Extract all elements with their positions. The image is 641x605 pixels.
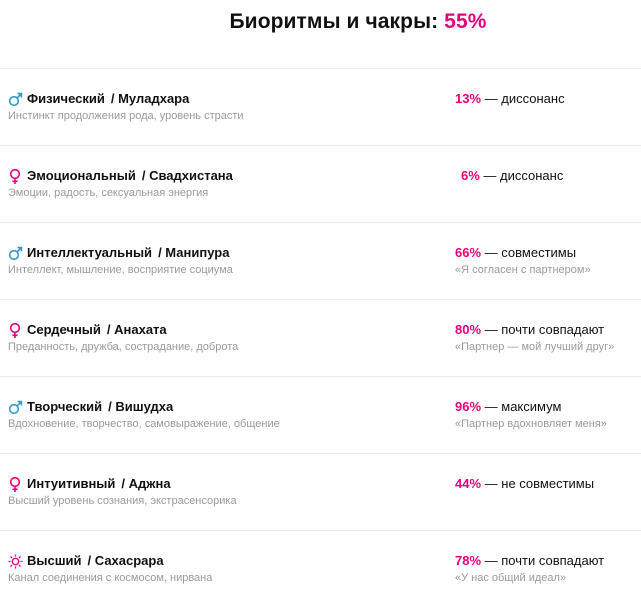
biorhythm-row-physical: Физический / Муладхара Инстинкт продолжен… [0, 68, 641, 145]
biorhythm-name-text: Физический [27, 91, 105, 106]
chakra-name: / Свадхистана [141, 168, 233, 183]
compatibility-percent: 44% [455, 476, 482, 491]
biorhythm-name: Физический / Муладхара [27, 91, 189, 106]
compatibility-value: 66% — совместимы [455, 245, 576, 260]
chakra-name: / Анахата [106, 322, 167, 337]
compatibility-quote: «У нас общий идеал» [455, 572, 567, 584]
chakra-name: / Аджна [121, 476, 171, 491]
compatibility-status: — почти совпадают [484, 553, 605, 568]
biorhythm-row-heart: Сердечный / Анахата Преданность, дружба, … [0, 299, 641, 376]
biorhythm-name: Интуитивный / Аджна [27, 476, 171, 491]
compatibility-value: 80% — почти совпадают [455, 322, 604, 337]
compatibility-percent: 78% [455, 553, 482, 568]
biorhythm-name: Сердечный / Анахата [27, 322, 167, 337]
biorhythm-name-text: Творческий [27, 399, 103, 414]
compatibility-status: — почти совпадают [484, 322, 605, 337]
biorhythm-description: Вдохновение, творчество, самовыражение, … [8, 418, 280, 430]
female-icon [8, 322, 23, 339]
biorhythm-name: Эмоциональный / Свадхистана [27, 168, 233, 183]
biorhythm-name-text: Сердечный [27, 322, 101, 337]
compatibility-status: — не совместимы [484, 476, 595, 491]
compatibility-value: 78% — почти совпадают [455, 553, 604, 568]
compatibility-status: — диссонанс [484, 91, 565, 106]
biorhythm-description: Высший уровень сознания, экстрасенсорика [8, 495, 237, 507]
male-icon [8, 245, 23, 262]
compatibility-percent: 13% [455, 91, 482, 106]
page-title-text: Биоритмы и чакры: [229, 10, 439, 33]
biorhythm-name: Высший / Сахасрара [27, 553, 164, 568]
compatibility-quote: «Я согласен с партнером» [455, 264, 591, 276]
biorhythm-description: Эмоции, радость, сексуальная энергия [8, 187, 209, 199]
male-icon [8, 91, 23, 108]
biorhythm-description: Канал соединения с космосом, нирвана [8, 572, 213, 584]
compatibility-status: — совместимы [484, 245, 577, 260]
sun-icon [8, 553, 23, 570]
biorhythm-row-highest: Высший / Сахасрара Канал соединения с кос… [0, 530, 641, 605]
biorhythm-name-text: Интуитивный [27, 476, 116, 491]
biorhythm-name-text: Высший [27, 553, 82, 568]
biorhythm-name: Интеллектуальный / Манипура [27, 245, 229, 260]
female-icon [8, 476, 23, 493]
biorhythm-name: Творческий / Вишудха [27, 399, 173, 414]
compatibility-quote: «Партнер — мой лучший друг» [455, 341, 615, 353]
biorhythm-row-creative: Творческий / Вишудха Вдохновение, творчес… [0, 376, 641, 453]
chakra-name: / Сахасрара [87, 553, 164, 568]
female-icon [8, 168, 23, 185]
biorhythm-description: Преданность, дружба, сострадание, доброт… [8, 341, 239, 353]
chakra-name: / Муладхара [110, 91, 190, 106]
biorhythm-row-intellectual: Интеллектуальный / Манипура Интеллект, мы… [0, 222, 641, 299]
male-icon [8, 399, 23, 416]
compatibility-percent: 66% [455, 245, 482, 260]
compatibility-status: — максимум [484, 399, 562, 414]
biorhythm-description: Инстинкт продолжения рода, уровень страс… [8, 110, 244, 122]
biorhythm-name-text: Эмоциональный [27, 168, 136, 183]
total-percent: 55% [444, 10, 487, 33]
compatibility-quote: «Партнер вдохновляет меня» [455, 418, 607, 430]
chakra-name: / Вишудха [108, 399, 174, 414]
compatibility-value: 44% — не совместимы [455, 476, 594, 491]
compatibility-value: 96% — максимум [455, 399, 561, 414]
page-title: Биоритмы и чакры: 55% [0, 10, 641, 34]
compatibility-status: — диссонанс [483, 168, 564, 183]
compatibility-value: 13% — диссонанс [455, 91, 565, 106]
biorhythm-row-intuitive: Интуитивный / Аджна Высший уровень сознан… [0, 453, 641, 530]
biorhythm-list: Физический / Муладхара Инстинкт продолжен… [0, 68, 641, 605]
biorhythm-name-text: Интеллектуальный [27, 245, 153, 260]
compatibility-percent: 80% [455, 322, 482, 337]
compatibility-percent: 96% [455, 399, 482, 414]
compatibility-percent: 6% [461, 168, 480, 183]
biorhythm-row-emotional: Эмоциональный / Свадхистана Эмоции, радос… [0, 145, 641, 222]
biorhythm-description: Интеллект, мышление, восприятие социума [8, 264, 233, 276]
chakra-name: / Манипура [158, 245, 230, 260]
compatibility-value: 6% — диссонанс [461, 168, 563, 183]
